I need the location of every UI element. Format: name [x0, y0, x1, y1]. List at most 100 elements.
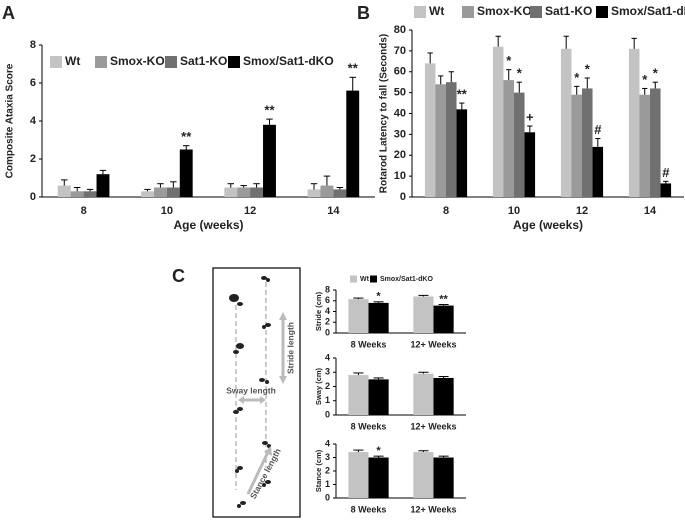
legend-label: Sat1-KO [545, 4, 592, 18]
y-tick-label: 0 [325, 409, 330, 419]
y-tick-label: 10 [394, 170, 406, 182]
bar [413, 452, 434, 498]
y-tick-label: 80 [394, 24, 406, 36]
bar [153, 187, 167, 197]
panel-label: B [357, 3, 370, 23]
bar [368, 457, 389, 498]
bar [70, 191, 84, 197]
y-axis-title: Stride (cm) [314, 291, 323, 331]
y-axis-title: Sway (cm) [314, 367, 323, 405]
bar [83, 191, 97, 197]
footprints [229, 276, 271, 508]
bar [348, 299, 369, 333]
legend-swatch [95, 56, 107, 68]
y-tick-label: 4 [325, 438, 330, 448]
y-tick-label: 4 [325, 306, 330, 316]
significance-label: * [517, 66, 523, 81]
significance-label: + [526, 109, 534, 124]
y-tick-label: 3 [325, 367, 330, 377]
significance-label: ** [181, 129, 192, 144]
significance-label: * [506, 53, 512, 68]
legend-swatch [50, 56, 62, 68]
diagram-label: Sway length [226, 385, 276, 395]
bar [660, 183, 672, 197]
x-axis-title: Age (weeks) [513, 218, 583, 232]
legend-swatch [165, 56, 177, 68]
y-axis-title: Composite Ataxia Score [5, 63, 16, 178]
y-tick-label: 50 [394, 87, 406, 99]
y-axis-title: Rotarod Latency to fall (Seconds) [379, 34, 390, 193]
y-tick-label: 1 [325, 479, 330, 489]
bar [263, 124, 276, 197]
significance-label: * [574, 70, 580, 85]
bar [446, 82, 457, 197]
legend-label: Smox-KO [110, 54, 165, 68]
significance-label: ** [439, 293, 448, 305]
bar [237, 187, 251, 197]
panel-label: A [2, 3, 15, 23]
bar [348, 452, 369, 498]
legend-label: Wt [360, 276, 370, 283]
bar [560, 48, 572, 197]
y-tick-label: 8 [325, 284, 330, 294]
legend-swatch [350, 275, 357, 283]
legend-label: Wt [429, 4, 444, 18]
y-tick-label: 0 [325, 492, 330, 502]
x-tick-label: 14 [327, 205, 340, 217]
y-tick-label: 4 [30, 115, 37, 127]
significance-label: ** [264, 103, 275, 118]
legend-label: Smox/Sat1-dKO [243, 54, 334, 68]
panel-label: C [172, 266, 185, 286]
x-tick-label: 8 Weeks [351, 421, 387, 431]
bar [582, 88, 593, 197]
y-tick-label: 0 [30, 191, 36, 203]
legend-swatch [370, 275, 377, 283]
bar [96, 174, 110, 197]
bar [250, 187, 264, 197]
y-tick-label: 6 [30, 77, 36, 89]
bar [346, 90, 360, 197]
y-tick-label: 60 [394, 66, 406, 78]
x-tick-label: 10 [508, 205, 520, 217]
legend-label: Smox/Sat1-dKO [380, 276, 433, 283]
significance-label: * [585, 61, 591, 76]
legend-swatch [228, 56, 240, 68]
x-tick-label: 8 [81, 205, 87, 217]
bar [650, 88, 661, 197]
significance-label: # [594, 122, 602, 137]
bar [433, 457, 454, 498]
y-tick-label: 0 [400, 191, 406, 203]
bar [368, 302, 389, 333]
bar [435, 84, 446, 197]
bar [224, 187, 238, 197]
bar [628, 48, 640, 197]
bar [524, 132, 536, 197]
bar [179, 149, 193, 197]
bar [639, 94, 650, 197]
diagram-label: Stride length [285, 322, 295, 374]
bar [348, 375, 369, 415]
y-tick-label: 20 [394, 149, 406, 161]
y-tick-label: 3 [325, 452, 330, 462]
y-tick-label: 2 [325, 381, 330, 391]
y-tick-label: 2 [30, 153, 36, 165]
bar [571, 94, 582, 197]
significance-label: ** [457, 87, 468, 102]
bar [592, 146, 604, 197]
y-tick-label: 6 [325, 295, 330, 305]
x-tick-label: 8 Weeks [351, 504, 387, 514]
y-tick-label: 0 [325, 327, 330, 337]
footprint-diagram: Stride length Sway length Stance length [212, 267, 301, 518]
bar [514, 92, 525, 197]
legend-swatch [530, 6, 542, 18]
x-tick-label: 8 Weeks [351, 339, 387, 349]
bar [141, 191, 154, 197]
bar [424, 63, 436, 198]
bar [57, 185, 71, 197]
x-tick-label: 12+ Weeks [410, 504, 456, 514]
y-axis-title: Stance (cm) [314, 449, 323, 492]
bar [320, 185, 334, 197]
x-tick-label: 12+ Weeks [410, 421, 456, 431]
y-tick-label: 4 [325, 352, 330, 362]
